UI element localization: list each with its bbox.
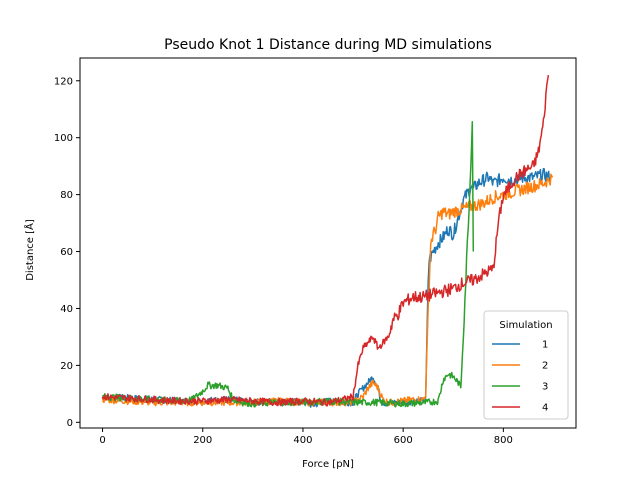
y-tick-label: 120 — [54, 76, 73, 87]
y-tick-label: 40 — [60, 304, 73, 315]
x-axis: 0 200 400 600 800 — [99, 428, 513, 446]
legend-box — [483, 310, 569, 420]
x-tick-label: 800 — [494, 435, 513, 446]
y-tick-label: 100 — [54, 133, 73, 144]
legend-entries: 1 2 3 4 — [492, 340, 548, 414]
legend-label-1: 1 — [542, 340, 548, 351]
y-tick-label: 0 — [67, 418, 73, 429]
legend-label-3: 3 — [542, 382, 548, 393]
legend-title: Simulation — [499, 320, 552, 331]
plot-frame — [79, 57, 577, 429]
x-tick-label: 600 — [394, 435, 413, 446]
x-axis-label: Force [pN] — [302, 459, 354, 470]
chart-title: Pseudo Knot 1 Distance during MD simulat… — [164, 37, 492, 53]
series-line-4 — [101, 74, 550, 407]
x-tick-label: 200 — [193, 435, 212, 446]
legend-label-2: 2 — [542, 361, 548, 372]
y-axis: 0 20 40 60 80 100 120 — [54, 76, 80, 429]
y-tick-label: 20 — [60, 361, 73, 372]
y-tick-label: 60 — [60, 247, 73, 258]
y-tick-label: 80 — [60, 190, 73, 201]
legend-label-4: 4 — [542, 403, 548, 414]
y-axis-label: Distance [Å] — [23, 219, 36, 281]
x-tick-label: 400 — [293, 435, 312, 446]
series-layer — [101, 74, 554, 408]
x-tick-label: 0 — [99, 435, 105, 446]
legend: Simulation 1 2 3 4 — [483, 310, 569, 420]
